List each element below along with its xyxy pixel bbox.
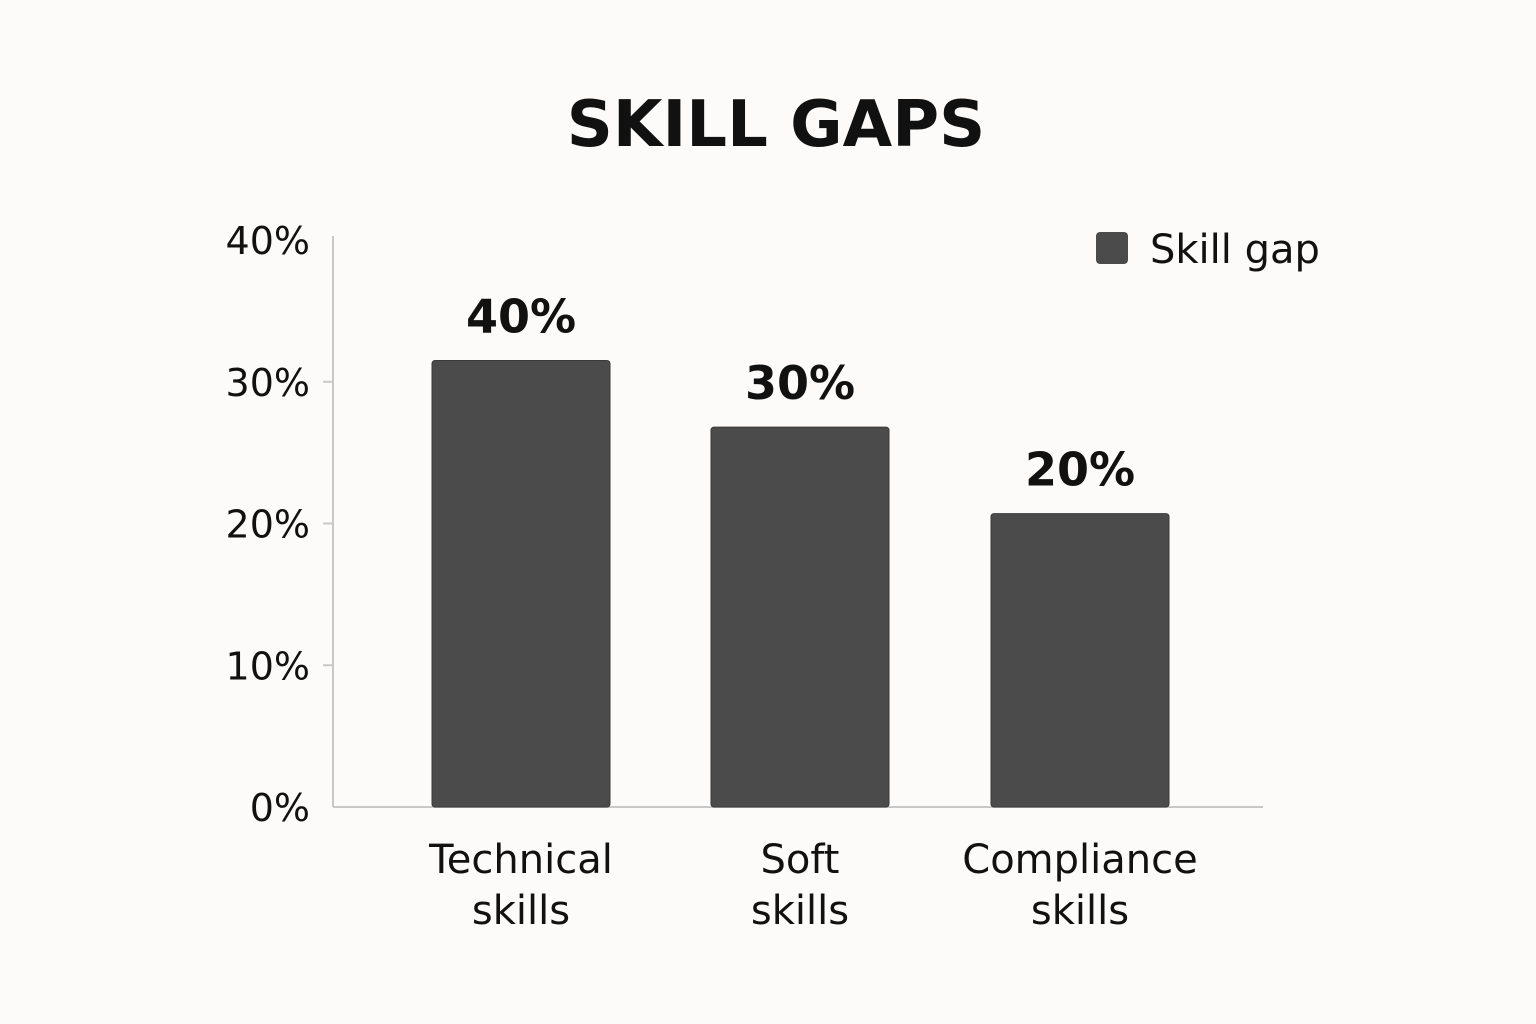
x-tick-label: Technical skills (428, 837, 613, 934)
x-tick-label: Soft skills (751, 837, 849, 934)
y-tick-label: 0% (250, 786, 310, 830)
legend-swatch (1096, 232, 1128, 264)
legend: Skill gap (1096, 227, 1320, 273)
data-label: 30% (745, 356, 855, 410)
data-label: 20% (1025, 443, 1135, 497)
data-labels: 40% 30% 20% (466, 289, 1135, 496)
chart-title: SKILL GAPS (567, 88, 985, 162)
bar (990, 513, 1170, 808)
y-tick-label: 10% (226, 644, 310, 688)
x-axis: Technical skills Soft skills Compliance skill… (333, 806, 1263, 934)
data-label: 40% (466, 289, 576, 343)
y-tick-label: 40% (226, 219, 310, 263)
bar-series (431, 359, 1170, 808)
y-tick-label: 30% (226, 361, 310, 405)
bar (431, 359, 611, 808)
legend-label: Skill gap (1150, 227, 1320, 273)
x-tick-label: Compliance skills (962, 837, 1197, 934)
bar (710, 426, 890, 808)
y-axis: 0% 10% 20% 30% 40% (226, 219, 334, 830)
y-tick-label: 20% (226, 503, 310, 547)
